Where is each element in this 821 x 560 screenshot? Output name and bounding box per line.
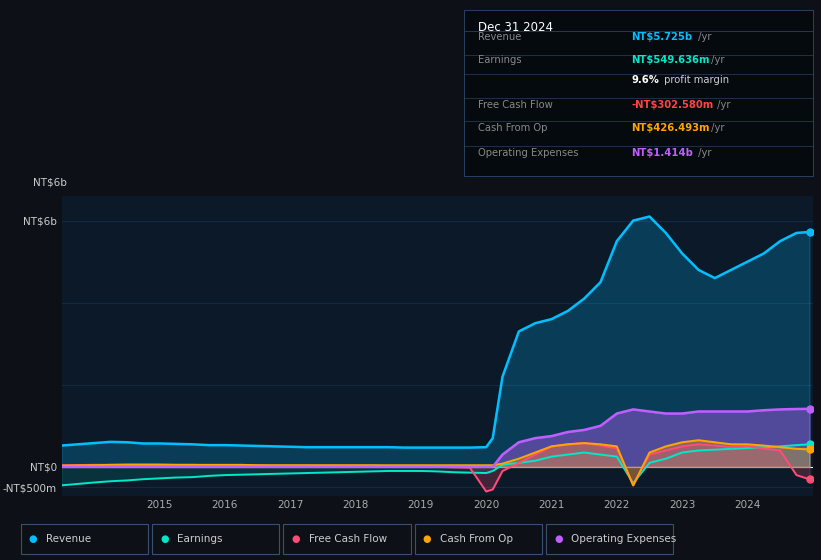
Text: NT$6b: NT$6b [33,178,67,188]
Text: /yr: /yr [695,148,711,158]
Text: /yr: /yr [708,123,724,133]
Text: -NT$302.580m: -NT$302.580m [631,100,713,110]
Text: /yr: /yr [708,55,724,66]
Text: Operating Expenses: Operating Expenses [571,534,677,544]
Text: Free Cash Flow: Free Cash Flow [478,100,553,110]
Text: Cash From Op: Cash From Op [478,123,548,133]
Text: ●: ● [291,534,300,544]
Text: NT$1.414b: NT$1.414b [631,148,693,158]
Text: ●: ● [29,534,37,544]
Text: /yr: /yr [714,100,731,110]
Text: Earnings: Earnings [177,534,222,544]
Text: ●: ● [554,534,562,544]
Text: NT$5.725b: NT$5.725b [631,32,692,42]
Text: /yr: /yr [695,32,711,42]
Text: Revenue: Revenue [478,32,521,42]
Text: NT$549.636m: NT$549.636m [631,55,710,66]
Text: Earnings: Earnings [478,55,521,66]
Text: Dec 31 2024: Dec 31 2024 [478,21,553,34]
Text: profit margin: profit margin [662,76,730,86]
Text: Operating Expenses: Operating Expenses [478,148,578,158]
Text: ●: ● [160,534,168,544]
Text: Free Cash Flow: Free Cash Flow [309,534,387,544]
Text: 9.6%: 9.6% [631,76,659,86]
Text: Revenue: Revenue [46,534,91,544]
Text: Cash From Op: Cash From Op [440,534,513,544]
Text: NT$426.493m: NT$426.493m [631,123,710,133]
Text: ●: ● [423,534,431,544]
